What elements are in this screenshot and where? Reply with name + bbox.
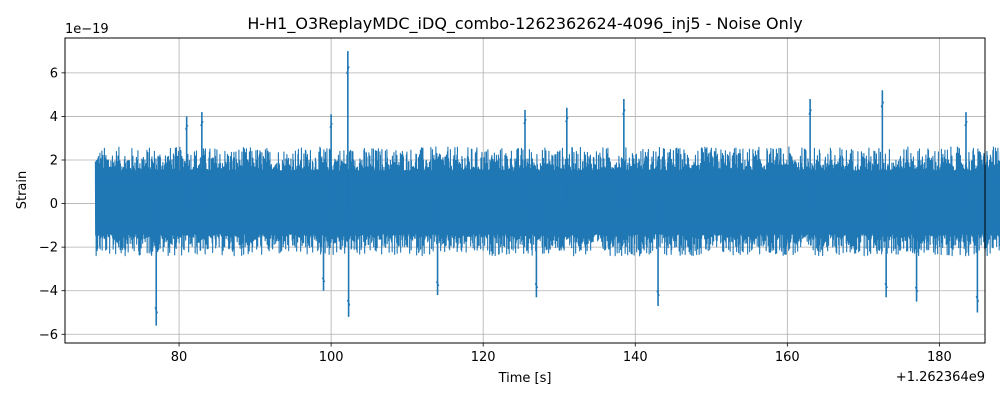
y-tick-label: −4	[39, 284, 58, 299]
x-axis-label: Time [s]	[498, 371, 552, 386]
strain-peak-spike-detail	[346, 299, 351, 306]
strain-peak-spike-detail	[329, 122, 333, 128]
strain-peak-spike-detail	[880, 101, 885, 108]
y-axis-scale-label: 1e−19	[65, 22, 109, 37]
strain-peak-spike-detail	[435, 281, 440, 287]
y-tick-label: 2	[50, 154, 58, 169]
y-tick-label: 4	[50, 110, 58, 125]
strain-peak-spike-detail	[884, 282, 888, 289]
y-tick-label: 6	[50, 66, 58, 81]
plot-area-frame	[64, 37, 986, 344]
x-tick-label: 140	[623, 350, 648, 365]
y-tick-label: −2	[39, 241, 58, 256]
strain-peak-spike-detail	[523, 118, 527, 125]
strain-peak-spike-detail	[321, 277, 326, 283]
x-axis-offset-label: +1.262364e9	[896, 370, 985, 385]
strain-peak-spike-detail	[808, 109, 812, 115]
strain-peak-spike-detail	[184, 124, 189, 130]
x-tick-label: 120	[471, 350, 496, 365]
strain-peak-spike-detail	[964, 120, 968, 127]
strain-peak-spike-detail	[154, 307, 158, 314]
strain-peak-spike-detail	[656, 290, 660, 296]
x-tick-label: 80	[171, 350, 188, 365]
y-tick-label: 0	[50, 197, 58, 212]
strain-peak-spike-detail	[346, 66, 350, 75]
x-tick-label: 160	[775, 350, 800, 365]
strain-series-core	[95, 177, 1000, 230]
strain-peak-spike-detail	[534, 282, 539, 289]
strain-peak-spike-detail	[565, 117, 569, 123]
series-layer	[94, 51, 1000, 326]
y-axis-ticks: −6 −4 −2 0 2 4 6	[39, 66, 65, 343]
strain-peak-spike-detail	[975, 295, 980, 302]
y-tick-label: −6	[39, 328, 58, 343]
chart-title: H-H1_O3ReplayMDC_iDQ_combo-1262362624-40…	[247, 14, 802, 34]
strain-peak-spike-detail	[200, 120, 204, 127]
x-axis-ticks: 80 100 120 140 160 180	[171, 343, 952, 365]
y-axis-label: Strain	[15, 171, 30, 210]
x-tick-label: 180	[927, 350, 952, 365]
strain-peak-spike-detail	[914, 286, 919, 293]
strain-peak-spike-detail	[622, 109, 626, 115]
x-tick-label: 100	[319, 350, 344, 365]
